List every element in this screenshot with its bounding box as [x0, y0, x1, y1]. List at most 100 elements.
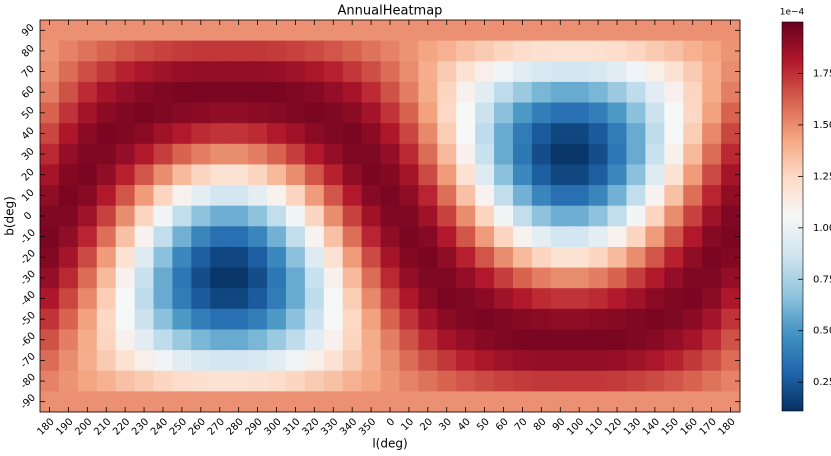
heat-cell [115, 205, 135, 227]
heat-cell [248, 61, 268, 83]
heat-cell [172, 350, 192, 372]
heat-cell [550, 123, 571, 145]
heat-cell [115, 246, 135, 268]
heat-cell [721, 226, 741, 248]
heat-cell [267, 102, 287, 124]
heat-cell [191, 267, 211, 289]
heat-cell [664, 370, 684, 392]
heat-cell [626, 350, 646, 372]
x-tick-label: 270 [206, 416, 227, 437]
heat-cell [456, 246, 476, 268]
heat-cell [437, 205, 457, 227]
heat-cell [115, 308, 135, 330]
x-tick-label: 80 [532, 416, 549, 433]
heat-cell [77, 226, 98, 248]
heat-cell [172, 143, 192, 165]
heat-cell [550, 143, 571, 165]
heat-cell [588, 81, 608, 103]
heat-cell [210, 329, 230, 351]
heat-cell [456, 20, 476, 42]
heat-cell [399, 123, 419, 145]
heat-cell [323, 164, 344, 186]
heat-cell [285, 288, 306, 310]
heat-cell [588, 143, 608, 165]
heat-cell [550, 205, 571, 227]
heat-cell [115, 40, 135, 62]
heat-cell [588, 226, 608, 248]
heat-cell [153, 185, 173, 207]
heat-cell [380, 143, 400, 165]
heat-cell [721, 350, 741, 372]
x-tick-label: 170 [698, 416, 719, 437]
heat-cell [437, 123, 457, 145]
heat-cell [361, 40, 381, 62]
heat-cell [77, 143, 98, 165]
heat-cell [683, 308, 703, 330]
heat-cell [40, 40, 60, 62]
colorbar-tick-label: 0.75 [813, 274, 831, 285]
heat-cell [77, 246, 98, 268]
heat-cell [172, 20, 192, 42]
y-tick-label: 0 [22, 210, 34, 222]
heat-cell [191, 61, 211, 83]
heat-cell [248, 205, 268, 227]
heat-cell [494, 288, 514, 310]
heat-cell [607, 267, 627, 289]
heat-cell [683, 226, 703, 248]
heat-cell [96, 226, 117, 248]
heat-cell [304, 164, 325, 186]
heat-cell [210, 20, 230, 42]
heat-cell [702, 81, 722, 103]
heat-cell [210, 308, 230, 330]
heat-cell [134, 205, 154, 227]
heat-cell [626, 61, 646, 83]
heat-cell [153, 81, 173, 103]
heat-cell [115, 143, 135, 165]
heat-cell [267, 143, 287, 165]
heat-cell [399, 391, 419, 413]
colorbar [781, 21, 804, 412]
heat-cell [475, 267, 495, 289]
y-tick-label: -20 [19, 248, 38, 267]
heat-cell [285, 350, 306, 372]
heat-cell [323, 205, 344, 227]
heat-cell [115, 350, 135, 372]
heat-cell [626, 81, 646, 103]
heat-cell [512, 391, 533, 413]
heat-cell [153, 267, 173, 289]
heat-cell [721, 185, 741, 207]
heat-cell [399, 20, 419, 42]
heat-cell [569, 61, 590, 83]
heat-cell [702, 143, 722, 165]
heat-cell [437, 164, 457, 186]
heat-cell [96, 329, 117, 351]
heat-cell [664, 164, 684, 186]
heat-cell [550, 185, 571, 207]
heat-cell [588, 329, 608, 351]
x-tick-label: 180 [35, 416, 56, 437]
heat-cell [645, 123, 665, 145]
heat-cell [342, 61, 363, 83]
colorbar-tick-label: 1.75 [813, 68, 831, 79]
heat-cell [399, 246, 419, 268]
heat-cell [40, 102, 60, 124]
heat-cell [399, 81, 419, 103]
heat-cell [607, 226, 627, 248]
heat-cell [304, 288, 325, 310]
heat-cell [267, 81, 287, 103]
heat-cell [721, 61, 741, 83]
heat-cell [115, 102, 135, 124]
heat-cell [456, 185, 476, 207]
heat-cell [323, 267, 344, 289]
x-tick-label: 250 [168, 416, 189, 437]
heat-cell [456, 40, 476, 62]
heat-cell [229, 288, 249, 310]
y-tick-label: 70 [20, 64, 37, 81]
heat-cell [475, 20, 495, 42]
heat-cell [304, 370, 325, 392]
heat-cell [456, 350, 476, 372]
heat-cell [134, 308, 154, 330]
heat-cell [588, 123, 608, 145]
y-tick-label: -10 [19, 227, 38, 246]
heat-cell [721, 20, 741, 42]
